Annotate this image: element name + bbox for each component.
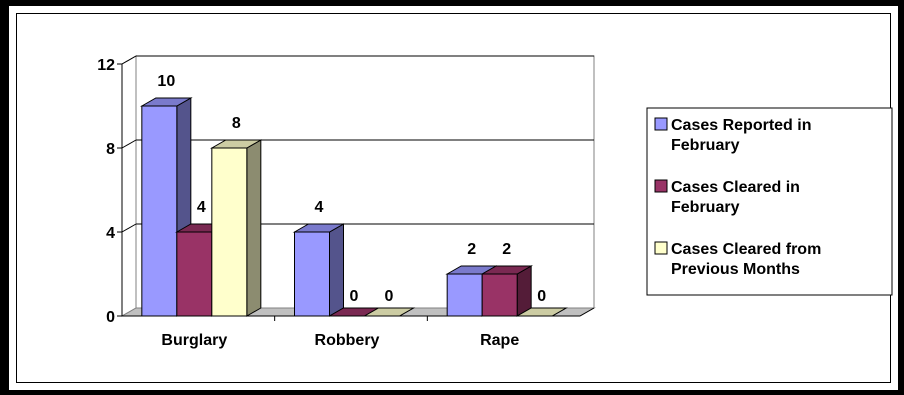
legend-swatch-2	[655, 180, 667, 192]
bar-side	[247, 140, 261, 316]
data-label: 2	[502, 241, 511, 258]
legend-label-2: Cases Cleared in	[671, 179, 800, 196]
bar-front	[212, 148, 247, 316]
bar-front	[447, 274, 482, 316]
bar-side	[517, 266, 531, 316]
legend-swatch-3	[655, 242, 667, 254]
legend-label-1: February	[671, 137, 740, 154]
data-label: 4	[315, 199, 324, 216]
legend-label-3: Cases Cleared from	[671, 241, 821, 258]
y-tick-label: 0	[106, 309, 115, 326]
bar-burglary-3	[212, 140, 261, 316]
bar-side	[330, 224, 344, 316]
data-label: 0	[537, 288, 546, 305]
x-tick-label: Robbery	[315, 332, 380, 349]
bar-front	[142, 106, 177, 316]
data-label: 8	[232, 115, 241, 132]
y-tick-label: 8	[106, 141, 115, 158]
bar-robbery-1	[295, 224, 344, 316]
data-label: 10	[157, 73, 175, 90]
legend-label-3: Previous Months	[671, 261, 800, 278]
bar-front	[295, 232, 330, 316]
x-tick-label: Rape	[480, 332, 519, 349]
legend-label-2: February	[671, 199, 740, 216]
data-label: 2	[467, 241, 476, 258]
bar-front	[177, 232, 212, 316]
bar-rape-2	[482, 266, 531, 316]
bar-front	[482, 274, 517, 316]
data-label: 4	[197, 199, 206, 216]
y-tick-label: 4	[106, 225, 115, 242]
side-wall	[122, 56, 136, 316]
y-tick-label: 12	[97, 57, 115, 74]
data-label: 0	[385, 288, 394, 305]
data-label: 0	[350, 288, 359, 305]
legend-swatch-1	[655, 118, 667, 130]
x-tick-label: Burglary	[161, 332, 227, 349]
legend-label-1: Cases Reported in	[671, 117, 811, 134]
